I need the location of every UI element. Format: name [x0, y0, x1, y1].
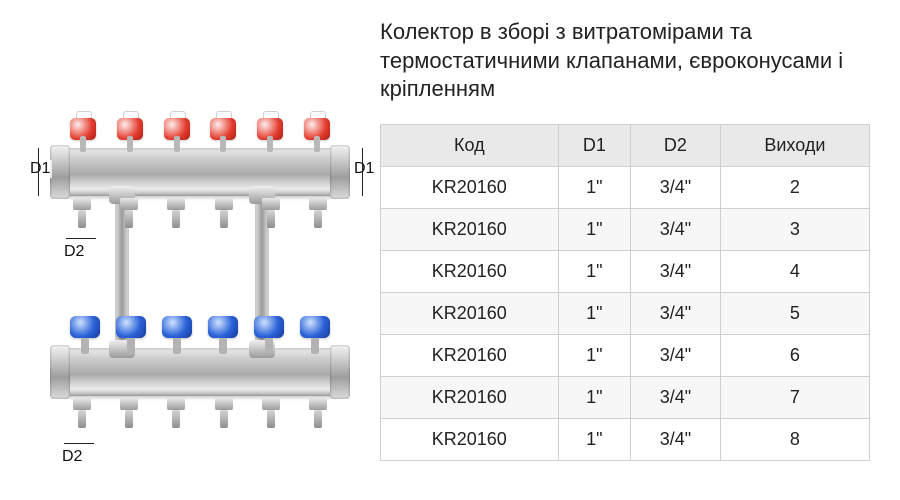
- col-header-outlets: Виходи: [720, 124, 869, 166]
- thermostatic-valve-icon: [116, 316, 146, 350]
- flowmeter-icon: [117, 114, 143, 148]
- product-title: Колектор в зборі з витратомірами та терм…: [380, 18, 870, 104]
- cell-outlets: 6: [720, 334, 869, 376]
- cell-d1: 1": [558, 166, 631, 208]
- col-header-code: Код: [381, 124, 559, 166]
- cell-d2: 3/4": [631, 208, 721, 250]
- spec-panel: Колектор в зборі з витратомірами та терм…: [370, 18, 870, 482]
- cell-code: KR20160: [381, 418, 559, 460]
- thermostatic-valve-icon: [300, 316, 330, 350]
- spec-table: Код D1 D2 Виходи KR20160 1" 3/4" 2 KR201…: [380, 124, 870, 461]
- dimension-label-d2: D2: [62, 243, 86, 261]
- cell-d1: 1": [558, 250, 631, 292]
- endcap-right-icon: [330, 345, 350, 399]
- col-header-d1: D1: [558, 124, 631, 166]
- euroconus-fitting-icon: [70, 198, 94, 228]
- endcap-left-icon: [50, 145, 70, 199]
- dimension-label-d2: D2: [60, 448, 84, 466]
- cell-d2: 3/4": [631, 250, 721, 292]
- top-fitting-row: [70, 198, 330, 228]
- flowmeter-icon: [164, 114, 190, 148]
- flowmeter-icon: [257, 114, 283, 148]
- valve-row: [70, 316, 330, 350]
- dimension-arrow-icon: [362, 148, 363, 196]
- cell-code: KR20160: [381, 376, 559, 418]
- cell-d2: 3/4": [631, 334, 721, 376]
- cell-d2: 3/4": [631, 376, 721, 418]
- cell-outlets: 7: [720, 376, 869, 418]
- thermostatic-valve-icon: [254, 316, 284, 350]
- dimension-arrow-icon: [66, 238, 96, 239]
- table-row: KR20160 1" 3/4" 5: [381, 292, 870, 334]
- euroconus-fitting-icon: [164, 398, 188, 428]
- euroconus-fitting-icon: [306, 398, 330, 428]
- flowmeter-row: [70, 114, 330, 148]
- table-row: KR20160 1" 3/4" 4: [381, 250, 870, 292]
- dimension-label-d1: D1: [28, 160, 52, 178]
- cell-outlets: 5: [720, 292, 869, 334]
- manifold-rail-bottom: [60, 348, 340, 396]
- cell-d1: 1": [558, 376, 631, 418]
- product-illustration: D1 D1 D2 D2: [30, 78, 360, 478]
- cell-d1: 1": [558, 292, 631, 334]
- dimension-label-d1: D1: [352, 160, 376, 178]
- thermostatic-valve-icon: [70, 316, 100, 350]
- cell-d1: 1": [558, 208, 631, 250]
- euroconus-fitting-icon: [164, 198, 188, 228]
- dimension-arrow-icon: [64, 443, 94, 444]
- cell-d1: 1": [558, 334, 631, 376]
- table-row: KR20160 1" 3/4" 7: [381, 376, 870, 418]
- euroconus-fitting-icon: [70, 398, 94, 428]
- endcap-right-icon: [330, 145, 350, 199]
- thermostatic-valve-icon: [208, 316, 238, 350]
- table-header-row: Код D1 D2 Виходи: [381, 124, 870, 166]
- euroconus-fitting-icon: [117, 198, 141, 228]
- product-illustration-panel: D1 D1 D2 D2: [10, 18, 370, 482]
- cell-outlets: 4: [720, 250, 869, 292]
- euroconus-fitting-icon: [212, 198, 236, 228]
- cell-d1: 1": [558, 418, 631, 460]
- flowmeter-icon: [304, 114, 330, 148]
- table-row: KR20160 1" 3/4" 3: [381, 208, 870, 250]
- table-row: KR20160 1" 3/4" 8: [381, 418, 870, 460]
- euroconus-fitting-icon: [259, 198, 283, 228]
- euroconus-fitting-icon: [117, 398, 141, 428]
- endcap-left-icon: [50, 345, 70, 399]
- flowmeter-icon: [210, 114, 236, 148]
- cell-code: KR20160: [381, 166, 559, 208]
- cell-code: KR20160: [381, 250, 559, 292]
- table-row: KR20160 1" 3/4" 6: [381, 334, 870, 376]
- cell-code: KR20160: [381, 292, 559, 334]
- cell-outlets: 8: [720, 418, 869, 460]
- cell-d2: 3/4": [631, 292, 721, 334]
- euroconus-fitting-icon: [259, 398, 283, 428]
- cell-d2: 3/4": [631, 166, 721, 208]
- cell-outlets: 3: [720, 208, 869, 250]
- thermostatic-valve-icon: [162, 316, 192, 350]
- bottom-fitting-row: [70, 398, 330, 428]
- euroconus-fitting-icon: [212, 398, 236, 428]
- cell-d2: 3/4": [631, 418, 721, 460]
- page: D1 D1 D2 D2 Колектор в зборі з витратомі…: [0, 0, 900, 500]
- flowmeter-icon: [70, 114, 96, 148]
- cell-code: KR20160: [381, 208, 559, 250]
- manifold-rail-top: [60, 148, 340, 196]
- table-row: KR20160 1" 3/4" 2: [381, 166, 870, 208]
- euroconus-fitting-icon: [306, 198, 330, 228]
- cell-code: KR20160: [381, 334, 559, 376]
- col-header-d2: D2: [631, 124, 721, 166]
- cell-outlets: 2: [720, 166, 869, 208]
- dimension-arrow-icon: [38, 148, 39, 196]
